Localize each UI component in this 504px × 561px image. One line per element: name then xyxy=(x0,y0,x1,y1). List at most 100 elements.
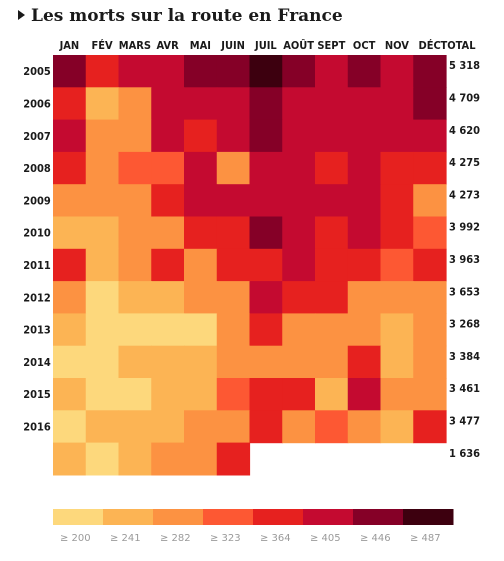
heatmap-cell xyxy=(413,119,447,153)
heatmap-cell xyxy=(216,281,251,314)
legend-label: ≥ 364 xyxy=(260,533,291,544)
heatmap-cell xyxy=(184,184,218,218)
total-value: 5 318 xyxy=(449,59,480,72)
heatmap-cell xyxy=(380,313,414,347)
heatmap-cell xyxy=(347,281,382,314)
total-values: 5 318 4 709 4 620 4 275 4 273 3 992 3 963 3 653… xyxy=(449,59,480,460)
heatmap-cell xyxy=(85,216,120,250)
heatmap-cell xyxy=(282,87,316,121)
month-header: MARS xyxy=(119,39,151,52)
legend-swatch xyxy=(153,509,204,525)
chart-title-text: Les morts sur la route en France xyxy=(31,6,343,26)
heatmap-cell xyxy=(151,410,185,444)
month-header: MAI xyxy=(190,39,211,52)
year-label: 2012 xyxy=(23,291,51,304)
heatmap-cell xyxy=(151,119,185,153)
heatmap-cell xyxy=(53,87,87,121)
heatmap-cell xyxy=(282,345,316,379)
heatmap-cell xyxy=(216,55,251,88)
heatmap-cell xyxy=(216,442,251,476)
heatmap-cell xyxy=(118,345,152,379)
heatmap-cell xyxy=(413,87,447,121)
heatmap-cell xyxy=(53,55,87,88)
month-header: AOÛT xyxy=(283,39,314,52)
heatmap-cell xyxy=(118,378,152,411)
heatmap-cell xyxy=(184,216,218,250)
heatmap-cell xyxy=(184,410,218,444)
heatmap-cell xyxy=(315,345,349,379)
heatmap-cell xyxy=(315,216,349,250)
heatmap-cell xyxy=(184,345,218,379)
heatmap-cell xyxy=(413,410,447,444)
month-header: DÉC xyxy=(419,39,441,52)
heatmap-cell xyxy=(216,119,251,153)
heatmap-cell xyxy=(118,410,152,444)
heatmap-cell xyxy=(216,378,251,411)
heatmap-cell xyxy=(118,151,152,185)
heatmap-cell xyxy=(53,248,87,282)
heatmap-cell xyxy=(118,442,152,476)
heatmap-cell xyxy=(184,87,218,121)
heatmap-cell xyxy=(85,151,120,185)
month-header: SEPT xyxy=(317,39,345,52)
heatmap-cell xyxy=(380,119,414,153)
heatmap-cell xyxy=(249,119,283,153)
total-value: 3 268 xyxy=(449,318,480,331)
heatmap-cell xyxy=(347,378,382,411)
heatmap-cell xyxy=(118,87,152,121)
legend-label: ≥ 282 xyxy=(160,533,191,544)
heatmap-cell xyxy=(184,442,218,476)
heatmap-cell xyxy=(85,184,120,218)
heatmap-cell xyxy=(216,216,251,250)
year-label: 2005 xyxy=(23,65,51,78)
heatmap-cell xyxy=(85,410,120,444)
year-label: 2013 xyxy=(23,324,51,337)
heatmap-cell xyxy=(347,87,382,121)
heatmap-cell xyxy=(413,281,447,314)
total-value: 3 963 xyxy=(449,253,480,266)
heatmap-cell xyxy=(413,248,447,282)
heatmap-cell xyxy=(184,281,218,314)
heatmap-cell xyxy=(184,248,218,282)
heatmap-cell xyxy=(118,281,152,314)
heatmap-cell xyxy=(249,345,283,379)
heatmap-cell xyxy=(315,184,349,218)
month-header: NOV xyxy=(385,39,409,52)
heatmap-cell xyxy=(53,184,87,218)
heatmap-cell xyxy=(315,151,349,185)
heatmap-cell xyxy=(151,345,185,379)
heatmap-cell xyxy=(282,119,316,153)
legend-label: ≥ 487 xyxy=(410,533,441,544)
legend-swatch xyxy=(303,509,354,525)
heatmap-cell xyxy=(249,87,283,121)
total-value: 4 275 xyxy=(449,156,480,169)
heatmap-cell xyxy=(151,216,185,250)
year-label: 2016 xyxy=(23,420,51,433)
heatmap-cell xyxy=(315,55,349,88)
heatmap-cell xyxy=(282,216,316,250)
heatmap-cell xyxy=(118,55,152,88)
year-label: 2006 xyxy=(23,97,51,110)
month-headers: JAN FÉV MARS AVR MAI JUIN JUIL AOÛT SEPT OCT NOV DÉ… xyxy=(59,39,477,52)
month-header: JUIN xyxy=(220,39,245,52)
heatmap-cell xyxy=(380,184,414,218)
total-header: TOTAL xyxy=(440,39,476,52)
total-value: 4 273 xyxy=(449,188,480,201)
heatmap-cell xyxy=(282,313,316,347)
legend-swatch xyxy=(403,509,454,525)
heatmap-cell xyxy=(282,151,316,185)
heatmap-cells xyxy=(53,55,447,476)
heatmap-cell xyxy=(380,248,414,282)
year-label: 2008 xyxy=(23,162,51,175)
heatmap-cell xyxy=(347,55,382,88)
legend-label: ≥ 446 xyxy=(360,533,391,544)
heatmap-cell xyxy=(216,345,251,379)
heatmap-cell xyxy=(249,55,283,88)
heatmap-cell xyxy=(151,442,185,476)
heatmap-cell xyxy=(315,281,349,314)
heatmap-cell xyxy=(282,281,316,314)
heatmap-cell xyxy=(347,184,382,218)
heatmap-cell xyxy=(413,55,447,88)
total-value: 3 461 xyxy=(449,382,480,395)
